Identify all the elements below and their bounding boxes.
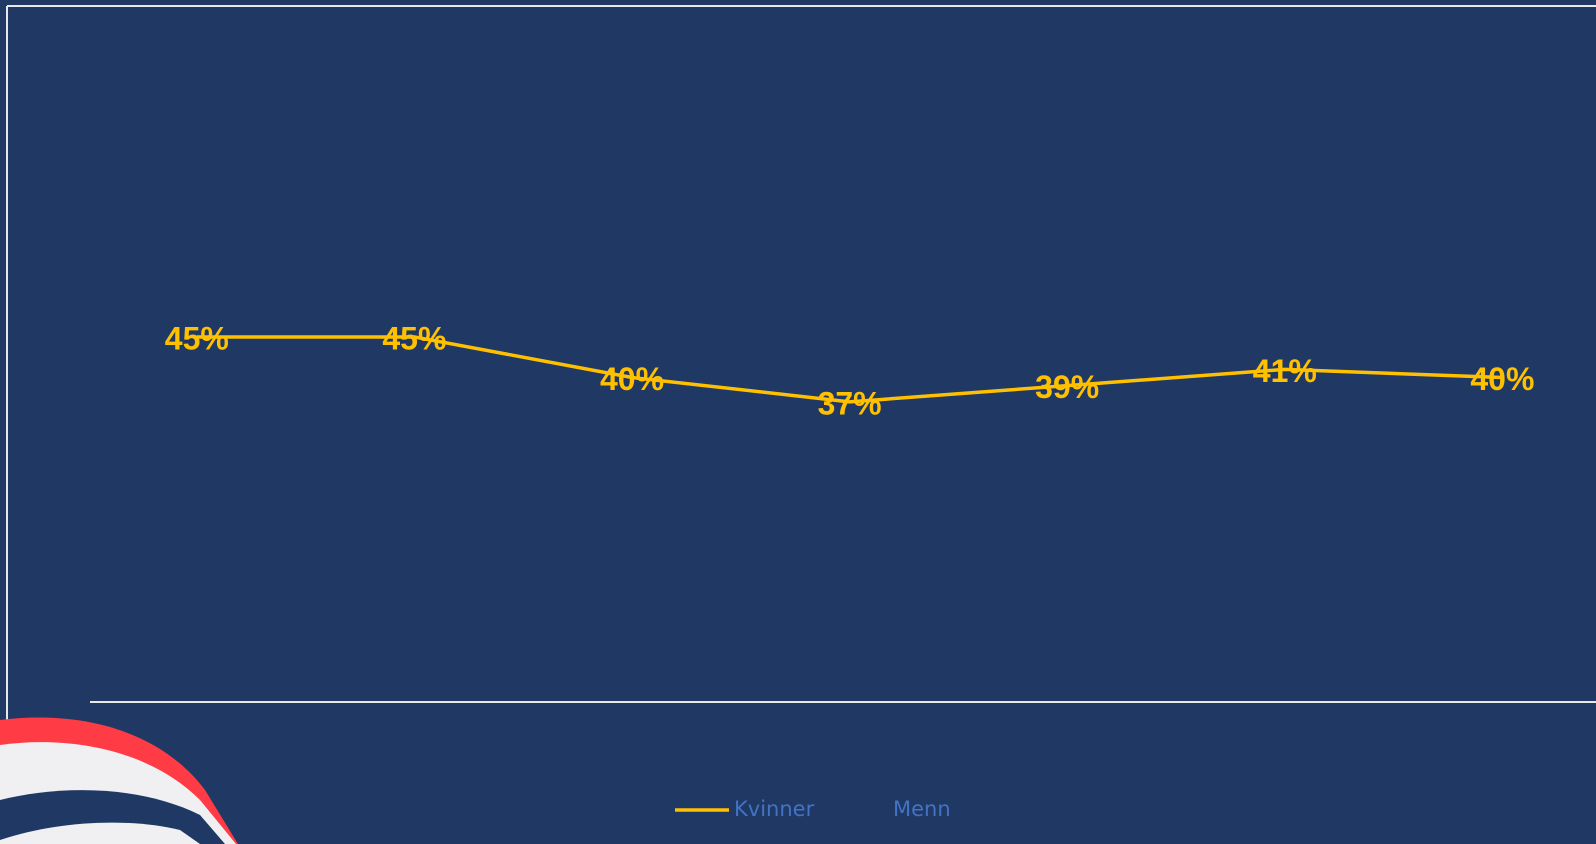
data-label: 40% [600,361,664,397]
series-line [196,335,1503,404]
data-label: 45% [382,320,446,356]
data-label: 41% [1253,353,1317,389]
flag-white-2 [0,822,200,844]
flag-decoration [0,717,238,844]
data-label: 45% [165,320,229,356]
legend-label: Menn [893,797,951,821]
legend-label: Kvinner [734,797,815,821]
data-label: 40% [1470,361,1534,397]
data-label: 39% [1035,369,1099,405]
data-label: 37% [818,385,882,421]
